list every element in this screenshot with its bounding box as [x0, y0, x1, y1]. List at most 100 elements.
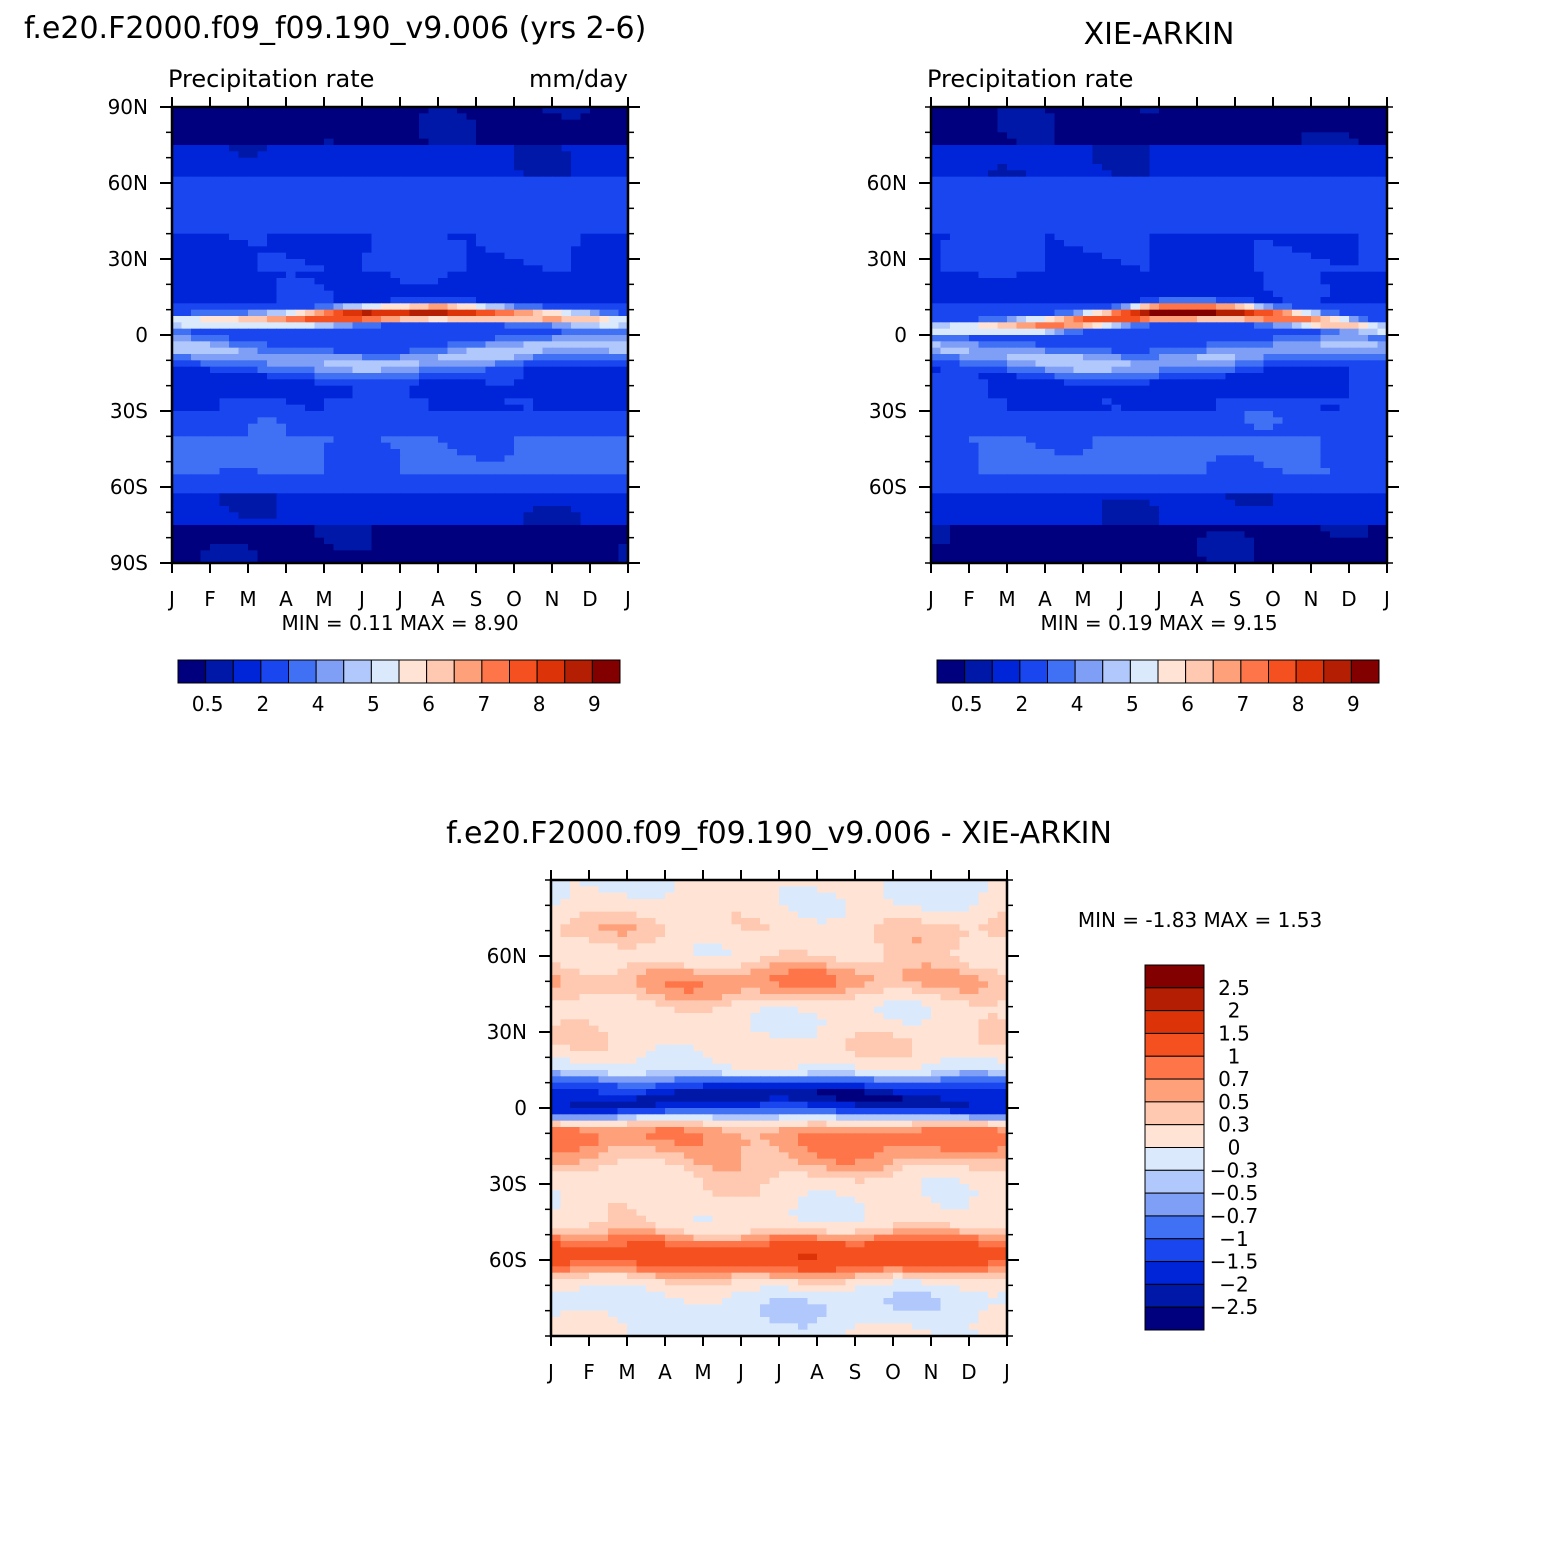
contour-cell — [305, 195, 316, 203]
contour-cell — [324, 246, 335, 254]
contour-cell — [1111, 119, 1122, 127]
contour-cell — [599, 379, 610, 387]
contour-cell — [552, 316, 563, 323]
contour-cell — [362, 246, 373, 254]
contour-cell — [219, 297, 230, 304]
contour-cell — [438, 556, 449, 563]
contour-cell — [181, 449, 192, 456]
contour-cell — [1121, 214, 1132, 222]
contour-cell — [1016, 183, 1027, 190]
contour-cell — [419, 499, 430, 507]
contour-cell — [514, 518, 525, 526]
contour-cell — [931, 240, 942, 247]
contour-cell — [552, 360, 563, 368]
contour-cell — [997, 138, 1008, 146]
contour-cell — [485, 398, 496, 406]
contour-cell — [248, 328, 259, 336]
contour-cell — [1102, 151, 1113, 159]
contour-cell — [533, 442, 544, 450]
contour-cell — [305, 392, 316, 399]
contour-cell — [400, 360, 411, 368]
contour-cell — [276, 411, 287, 418]
contour-cell — [381, 227, 392, 235]
contour-cell — [400, 335, 411, 342]
contour-cell — [333, 417, 344, 425]
contour-cell — [1292, 113, 1303, 121]
contour-cell — [200, 366, 211, 374]
contour-cell — [1073, 164, 1084, 171]
contour-cell — [324, 271, 335, 279]
contour-cell — [1206, 176, 1217, 184]
contour-cell — [1311, 107, 1322, 114]
contour-cell — [352, 480, 363, 488]
contour-cell — [219, 347, 230, 355]
contour-cell — [324, 544, 335, 551]
contour-cell — [172, 328, 183, 336]
contour-cell — [371, 214, 382, 222]
contour-cell — [1073, 183, 1084, 190]
contour-cell — [352, 309, 363, 317]
contour-cell — [390, 221, 401, 228]
contour-cell — [1073, 290, 1084, 298]
contour-cell — [371, 278, 382, 285]
contour-cell — [959, 252, 970, 260]
contour-cell — [580, 366, 591, 374]
contour-cell — [514, 430, 525, 437]
contour-cell — [219, 290, 230, 298]
contour-cell — [609, 259, 620, 266]
contour-cell — [352, 544, 363, 551]
contour-cell — [381, 170, 392, 178]
contour-cell — [476, 290, 487, 298]
contour-cell — [504, 297, 515, 304]
contour-cell — [1092, 240, 1103, 247]
contour-cell — [333, 309, 344, 317]
contour-cell — [409, 442, 420, 450]
contour-cell — [333, 145, 344, 152]
contour-cell — [514, 499, 525, 507]
contour-cell — [485, 347, 496, 355]
contour-cell — [1102, 132, 1113, 140]
contour-cell — [476, 271, 487, 279]
contour-cell — [476, 379, 487, 387]
contour-cell — [172, 126, 183, 133]
contour-cell — [229, 525, 240, 532]
contour-cell — [419, 347, 430, 355]
contour-cell — [210, 550, 221, 558]
contour-cell — [1159, 221, 1170, 228]
contour-cell — [172, 341, 183, 349]
contour-cell — [333, 480, 344, 488]
contour-cell — [504, 474, 515, 482]
contour-cell — [248, 430, 259, 437]
contour-cell — [1377, 119, 1387, 127]
x-tick-label: J — [623, 587, 631, 611]
contour-cell — [371, 436, 382, 444]
contour-cell — [295, 556, 306, 563]
contour-cell — [390, 252, 401, 260]
contour-cell — [1149, 126, 1160, 133]
contour-cell — [1244, 208, 1255, 216]
contour-cell — [599, 335, 610, 342]
contour-cell — [191, 404, 202, 412]
contour-cell — [561, 366, 572, 374]
contour-cell — [219, 202, 230, 209]
contour-cell — [267, 183, 278, 190]
contour-cell — [295, 303, 306, 311]
contour-cell — [1320, 157, 1331, 165]
contour-cell — [476, 461, 487, 469]
contour-cell — [533, 411, 544, 418]
contour-cell — [409, 322, 420, 330]
contour-cell — [172, 487, 183, 494]
contour-cell — [1330, 227, 1341, 235]
contour-cell — [1092, 189, 1103, 197]
contour-cell — [371, 506, 382, 513]
contour-cell — [466, 461, 477, 469]
contour-cell — [333, 202, 344, 209]
contour-cell — [238, 297, 249, 304]
contour-cell — [371, 449, 382, 456]
contour-cell — [238, 221, 249, 228]
contour-cell — [1064, 138, 1075, 146]
contour-cell — [371, 170, 382, 178]
contour-cell — [191, 468, 202, 475]
contour-cell — [609, 379, 620, 387]
contour-cell — [409, 461, 420, 469]
